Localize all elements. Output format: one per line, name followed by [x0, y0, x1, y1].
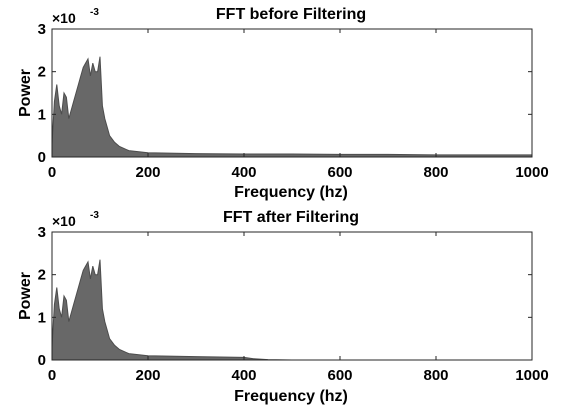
x-axis: 0 200 400 600 800 1000 — [48, 232, 549, 384]
y-multiplier: ×10 — [52, 213, 76, 229]
y-tick-label: 3 — [38, 21, 46, 38]
x-axis: 0 200 400 600 800 1000 — [48, 29, 549, 181]
y-axis: 0 1 2 3 — [38, 21, 532, 166]
chart-after: FFT after Filtering ×10 -3 0 200 400 600 800… — [17, 209, 549, 405]
x-axis-label: Frequency (hz) — [234, 388, 348, 405]
x-tick-label: 200 — [135, 367, 160, 384]
chart-before: FFT before Filtering ×10 -3 0 200 400 600 80… — [17, 6, 549, 201]
series-area — [52, 56, 532, 158]
y-multiplier: ×10 — [52, 10, 76, 26]
x-tick-label: 800 — [423, 367, 448, 384]
x-tick-label: 1000 — [515, 164, 548, 181]
x-tick-label: 0 — [48, 164, 56, 181]
y-tick-label: 1 — [38, 309, 46, 326]
y-tick-label: 1 — [38, 106, 46, 123]
series-line — [51, 56, 532, 156]
x-tick-label: 800 — [423, 164, 448, 181]
y-tick-label: 0 — [38, 149, 46, 166]
y-tick-label: 2 — [38, 64, 46, 81]
plot-area — [51, 56, 532, 158]
y-tick-label: 2 — [38, 267, 46, 284]
x-axis-label: Frequency (hz) — [234, 184, 348, 201]
x-tick-label: 600 — [327, 164, 352, 181]
y-axis-label: Power — [17, 69, 34, 117]
x-tick-label: 400 — [231, 367, 256, 384]
x-tick-label: 600 — [327, 367, 352, 384]
x-tick-label: 400 — [231, 164, 256, 181]
series-line — [51, 259, 532, 361]
y-exponent: -3 — [90, 210, 99, 221]
x-tick-label: 1000 — [515, 367, 548, 384]
y-tick-label: 3 — [38, 224, 46, 241]
y-tick-label: 0 — [38, 352, 46, 369]
y-axis: 0 1 2 3 — [38, 224, 532, 369]
plot-area — [51, 259, 532, 361]
x-tick-label: 0 — [48, 367, 56, 384]
chart-title: FFT before Filtering — [216, 6, 366, 23]
y-exponent: -3 — [90, 7, 99, 18]
x-tick-label: 200 — [135, 164, 160, 181]
series-area — [52, 259, 532, 360]
y-axis-label: Power — [17, 272, 34, 320]
axes-box — [51, 28, 533, 158]
chart-title: FFT after Filtering — [223, 209, 359, 226]
axes-box — [51, 231, 533, 361]
